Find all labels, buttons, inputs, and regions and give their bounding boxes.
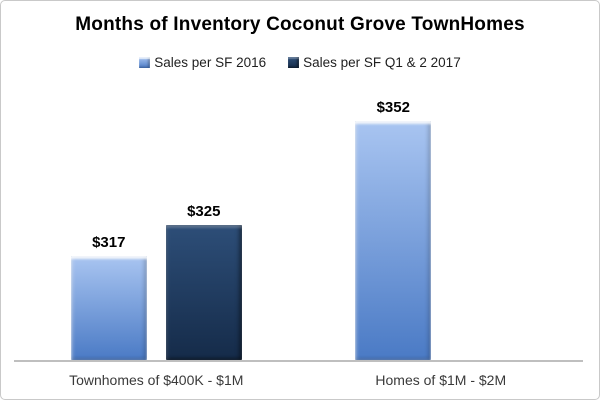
x-axis-line bbox=[14, 360, 583, 362]
legend-swatch-icon bbox=[288, 57, 300, 68]
bar-group-0: $317 $325 bbox=[70, 81, 242, 362]
legend-item-1: Sales per SF Q1 & 2 2017 bbox=[288, 55, 461, 70]
legend-label: Sales per SF Q1 & 2 2017 bbox=[303, 55, 461, 70]
category-label-0: Townhomes of $400K - $1M bbox=[69, 372, 244, 388]
legend-swatch-icon bbox=[139, 57, 151, 68]
plot-area: $317 $325 $352 bbox=[14, 81, 583, 362]
category-label-1: Homes of $1M - $2M bbox=[375, 372, 507, 388]
legend-item-0: Sales per SF 2016 bbox=[139, 55, 266, 70]
data-label: $317 bbox=[92, 233, 126, 251]
bar-sales-per-sf-2016-cat1[interactable]: $352 bbox=[355, 99, 432, 360]
bar-sales-per-sf-2016-cat0[interactable]: $317 bbox=[70, 234, 147, 360]
legend: Sales per SF 2016 Sales per SF Q1 & 2 201… bbox=[1, 55, 599, 70]
data-label: $325 bbox=[187, 203, 221, 221]
chart-title: Months of Inventory Coconut Grove TownHo… bbox=[75, 14, 525, 35]
data-label: $352 bbox=[376, 99, 410, 116]
bar-sales-per-sf-q1-2-2017-cat0[interactable]: $325 bbox=[165, 203, 242, 360]
legend-label: Sales per SF 2016 bbox=[154, 55, 267, 70]
category-axis-labels: Townhomes of $400K - $1M Homes of $1M - $… bbox=[14, 372, 583, 388]
bar-group-1: $352 bbox=[355, 81, 526, 362]
